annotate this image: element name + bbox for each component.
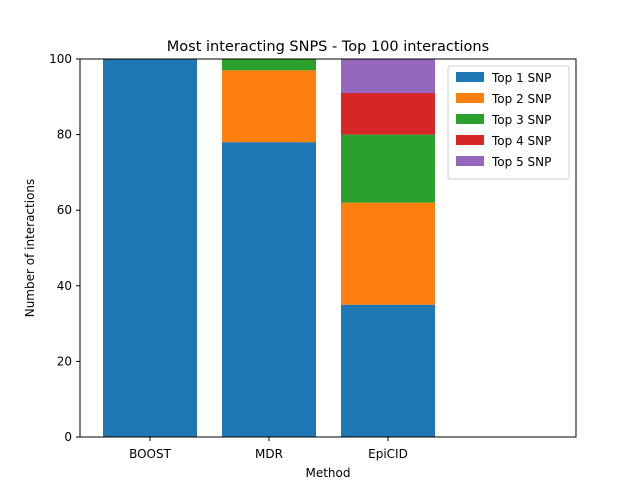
bar-epicid-top-2-snp xyxy=(341,202,435,305)
legend-label: Top 3 SNP xyxy=(491,113,551,127)
plot-frame xyxy=(79,58,577,438)
y-axis: 0 20 40 60 80 100 xyxy=(49,52,80,444)
y-tick-label: 60 xyxy=(57,203,72,217)
legend: Top 1 SNP Top 2 SNP Top 3 SNP Top 4 SNP Top … xyxy=(447,65,570,180)
bar-mdr-top-3-snp xyxy=(222,59,316,71)
y-tick-label: 20 xyxy=(57,354,72,368)
y-tick-label: 40 xyxy=(57,279,72,293)
legend-swatch xyxy=(456,72,484,82)
y-tick-label: 100 xyxy=(49,52,72,66)
bar-epicid-top-4-snp xyxy=(341,93,435,135)
legend-swatch xyxy=(456,156,484,166)
x-axis: BOOST MDR EpiCID xyxy=(129,437,408,461)
bar-mdr-top-2-snp xyxy=(222,70,316,143)
y-tick-label: 80 xyxy=(57,128,72,142)
y-axis-label: Number of interactions xyxy=(23,179,37,318)
legend-swatch xyxy=(456,93,484,103)
x-tick-label: MDR xyxy=(255,447,283,461)
legend-label: Top 2 SNP xyxy=(491,92,551,106)
legend-label: Top 4 SNP xyxy=(491,134,551,148)
bar-boost-top-1-snp xyxy=(103,59,197,437)
bar-mdr-top-1-snp xyxy=(222,142,316,437)
bars-group xyxy=(103,59,435,437)
legend-swatch xyxy=(456,135,484,145)
legend-swatch xyxy=(456,114,484,124)
x-axis-label: Method xyxy=(305,466,350,480)
y-tick-label: 0 xyxy=(64,430,72,444)
legend-label: Top 1 SNP xyxy=(491,71,551,85)
bar-epicid-top-1-snp xyxy=(341,304,435,437)
bar-epicid-top-3-snp xyxy=(341,134,435,203)
x-tick-label: BOOST xyxy=(129,447,172,461)
x-tick-label: EpiCID xyxy=(368,447,408,461)
chart-title: Most interacting SNPS - Top 100 interact… xyxy=(167,39,489,55)
bar-epicid-top-5-snp xyxy=(341,59,435,94)
legend-label: Top 5 SNP xyxy=(491,155,551,169)
